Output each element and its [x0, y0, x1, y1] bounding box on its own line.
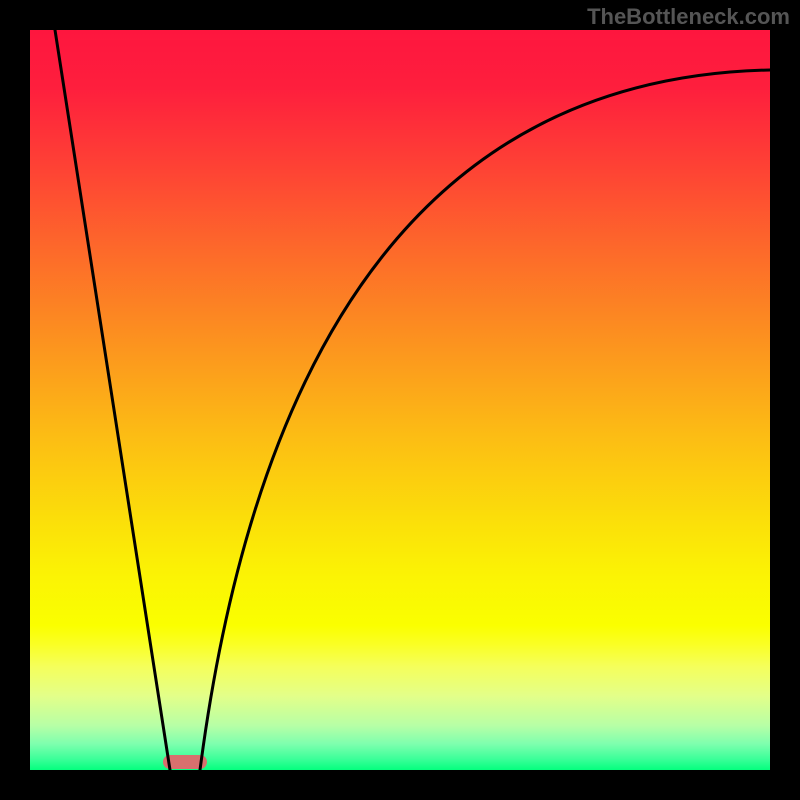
chart-container: TheBottleneck.com	[0, 0, 800, 800]
chart-background	[0, 0, 800, 800]
